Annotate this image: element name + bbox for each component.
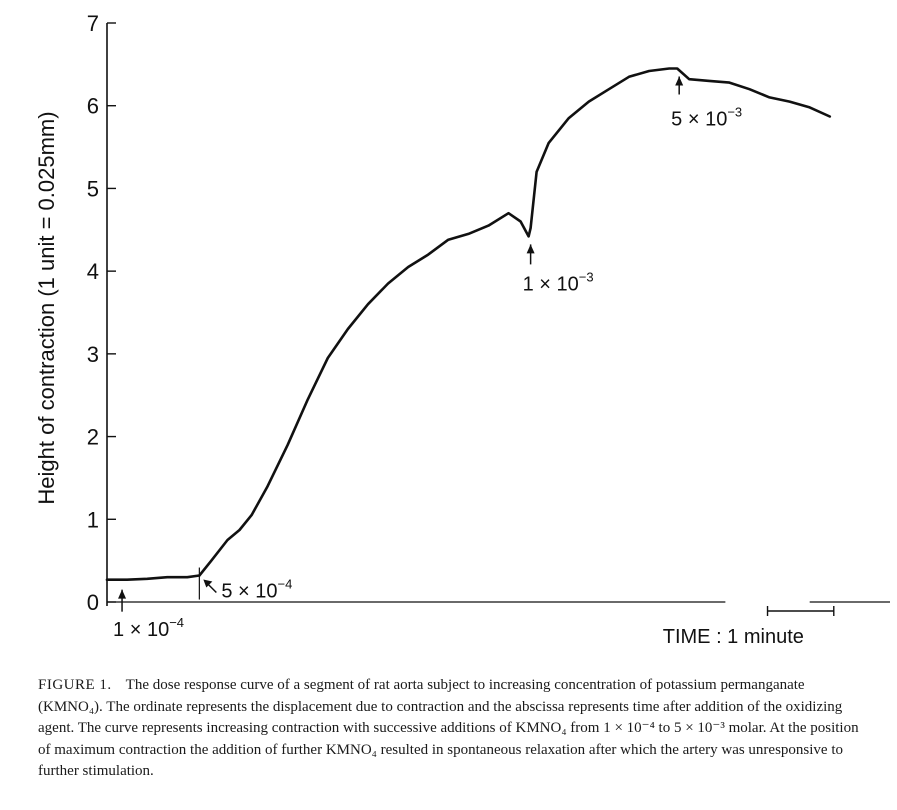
- time-scale: TIME : 1 minute: [663, 606, 835, 648]
- y-tick-label-3: 3: [87, 342, 99, 367]
- y-ticks: 0 1 2 3 4 5 6 7: [87, 11, 116, 615]
- marker-1-head: [118, 589, 127, 599]
- y-tick-label-0: 0: [87, 590, 99, 615]
- y-axis-label: Height of contraction (1 unit = 0.025mm): [34, 111, 59, 504]
- y-tick-label-5: 5: [87, 176, 99, 201]
- y-tick-label-7: 7: [87, 11, 99, 36]
- caption-label: FIGURE 1.: [38, 677, 112, 693]
- marker-4-head: [675, 76, 684, 86]
- marker-2-arrow-head: [203, 579, 213, 588]
- axes: 0 1 2 3 4 5 6 7: [87, 11, 116, 615]
- y-tick-label-4: 4: [87, 259, 99, 284]
- marker-3-head: [526, 244, 535, 254]
- series-line-contraction: [105, 67, 832, 581]
- marker-3-label: 1 × 10−3: [523, 269, 594, 295]
- addition-markers: 1 × 10−4 5 × 10−4 1 × 10−3 5 × 10−3: [113, 76, 742, 641]
- y-tick-label-2: 2: [87, 425, 99, 450]
- marker-4-label: 5 × 10−3: [671, 104, 742, 130]
- y-tick-label-1: 1: [87, 507, 99, 532]
- dose-response-chart: 0 1 2 3 4 5 6 7 Height of contraction (1 unit =…: [34, 11, 890, 648]
- y-tick-label-6: 6: [87, 94, 99, 119]
- marker-1-label: 1 × 10−4: [113, 615, 184, 641]
- time-scale-label: TIME : 1 minute: [663, 626, 804, 648]
- figure-caption: FIGURE 1. The dose response curve of a se…: [38, 675, 860, 783]
- marker-2-label: 5 × 10−4: [221, 577, 292, 603]
- caption-text: The dose response curve of a segment of …: [38, 677, 859, 779]
